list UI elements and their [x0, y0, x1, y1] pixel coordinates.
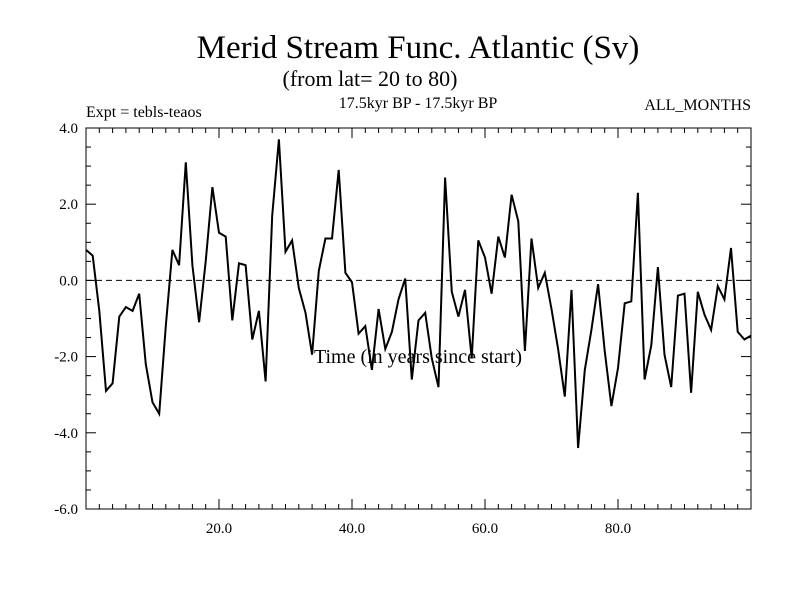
- y-tick-label: -4.0: [54, 426, 78, 442]
- y-tick-label: 4.0: [59, 121, 78, 137]
- series-line: [85, 139, 752, 449]
- x-tick-label: 80.0: [605, 521, 631, 537]
- expt-label: Expt = tebls-teaos: [86, 104, 202, 121]
- plot-frame: [85, 127, 752, 510]
- months-label: ALL_MONTHS: [644, 97, 751, 114]
- chart-subtitle: (from lat= 20 to 80): [283, 66, 458, 91]
- y-tick-label: -2.0: [54, 350, 78, 366]
- period-label: 17.5kyr BP - 17.5kyr BP: [339, 95, 498, 112]
- x-tick-label: 20.0: [206, 521, 232, 537]
- y-tick-label: -6.0: [54, 502, 78, 518]
- x-tick-label: 40.0: [339, 521, 365, 537]
- chart-title: Merid Stream Func. Atlantic (Sv): [197, 30, 640, 66]
- x-tick-label: 60.0: [472, 521, 498, 537]
- y-tick-label: 2.0: [59, 197, 78, 213]
- x-axis-label: Time (in years since start): [314, 346, 522, 368]
- y-tick-label: 0.0: [59, 273, 78, 289]
